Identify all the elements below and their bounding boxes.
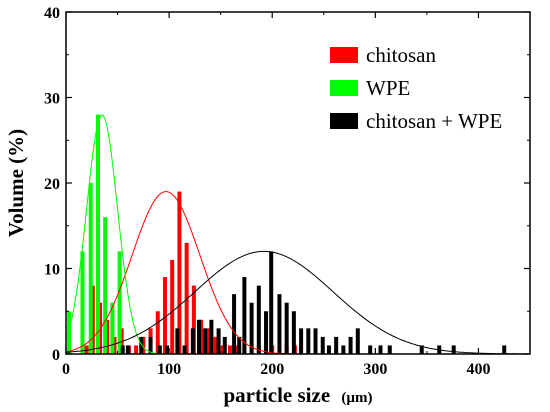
- series-1-bars: [67, 114, 122, 354]
- series-0-bars: [84, 191, 297, 354]
- y-tick-label: 0: [52, 347, 60, 364]
- x-tick-label: 400: [466, 361, 490, 378]
- bar: [206, 328, 211, 354]
- bar: [95, 114, 100, 354]
- fit-curve-series-1: [65, 114, 530, 355]
- y-axis-title: Volume (%): [4, 129, 28, 237]
- bar: [88, 183, 93, 354]
- bar: [419, 345, 424, 354]
- y-tick-label: 40: [44, 5, 60, 22]
- ticks-layer: 0 100 200 300 400 0 10 20 30 40: [44, 5, 530, 378]
- bar: [110, 302, 115, 354]
- bar: [249, 302, 254, 354]
- bar: [227, 345, 232, 354]
- bar: [502, 345, 507, 354]
- bar: [165, 345, 170, 354]
- bar: [155, 311, 160, 354]
- x-tick-label: 200: [260, 361, 284, 378]
- bar: [170, 259, 175, 354]
- bar: [162, 277, 167, 354]
- bar: [222, 336, 227, 354]
- x-axis-title-text: particle size: [223, 383, 330, 407]
- bar: [306, 328, 311, 354]
- series-2-bars: [120, 251, 507, 354]
- bar: [190, 328, 195, 354]
- bar: [242, 277, 247, 354]
- bar: [141, 336, 146, 354]
- bar: [184, 242, 189, 354]
- bar: [191, 285, 196, 354]
- bar: [213, 336, 218, 354]
- bar: [216, 328, 221, 354]
- bar: [269, 251, 274, 354]
- bar: [264, 311, 269, 354]
- bar: [341, 345, 346, 354]
- bar: [320, 336, 325, 354]
- bar: [197, 319, 202, 354]
- bar: [134, 345, 139, 354]
- legend: chitosan WPE chitosan + WPE: [330, 43, 502, 133]
- x-tick-label: 300: [363, 361, 387, 378]
- bar: [334, 336, 339, 354]
- bar: [199, 319, 204, 354]
- legend-label: chitosan: [366, 43, 436, 67]
- bar: [291, 311, 296, 354]
- bar: [378, 345, 383, 354]
- bar: [182, 345, 187, 354]
- x-tick-label: 100: [157, 361, 181, 378]
- bar: [125, 345, 130, 354]
- bar: [209, 319, 214, 354]
- bar: [103, 217, 108, 354]
- bar: [139, 336, 144, 354]
- bar: [112, 336, 117, 354]
- bar: [451, 345, 456, 354]
- bar: [148, 336, 153, 354]
- bar: [237, 336, 242, 354]
- bar: [256, 285, 261, 354]
- bar: [277, 294, 282, 354]
- legend-swatch: [330, 113, 358, 129]
- bar: [326, 345, 331, 354]
- bar: [220, 345, 225, 354]
- legend-label: WPE: [366, 76, 410, 100]
- x-axis-title: particle size (µm): [223, 383, 372, 407]
- y-tick-label: 10: [44, 262, 60, 279]
- bar: [232, 294, 237, 354]
- bar: [355, 328, 360, 354]
- bar: [203, 328, 208, 354]
- bar: [120, 345, 125, 354]
- bar: [387, 345, 392, 354]
- bar: [157, 345, 162, 354]
- bar: [284, 302, 289, 354]
- bar: [90, 285, 95, 354]
- y-tick-label: 20: [44, 176, 60, 193]
- legend-label: chitosan + WPE: [366, 109, 502, 133]
- bar: [80, 251, 85, 354]
- bars-layer: [67, 114, 507, 354]
- bar: [117, 251, 122, 354]
- x-axis-unit: (µm): [341, 390, 372, 406]
- fit-curves-layer: [65, 114, 530, 355]
- bar: [299, 328, 304, 354]
- plot-frame: [65, 11, 531, 355]
- bar: [98, 302, 103, 354]
- fit-curve-series-2: [65, 250, 530, 355]
- legend-swatch: [330, 80, 358, 96]
- x-tick-label: 0: [62, 361, 70, 378]
- bar: [313, 328, 318, 354]
- bar: [67, 311, 72, 354]
- bar: [105, 319, 110, 354]
- bar: [368, 345, 373, 354]
- legend-swatch: [330, 47, 358, 63]
- bar: [177, 191, 182, 354]
- bar: [175, 328, 180, 354]
- bar: [348, 336, 353, 354]
- y-tick-label: 30: [44, 91, 60, 108]
- bar: [235, 345, 240, 354]
